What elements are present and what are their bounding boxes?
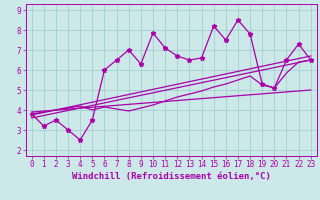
X-axis label: Windchill (Refroidissement éolien,°C): Windchill (Refroidissement éolien,°C) <box>72 172 271 181</box>
